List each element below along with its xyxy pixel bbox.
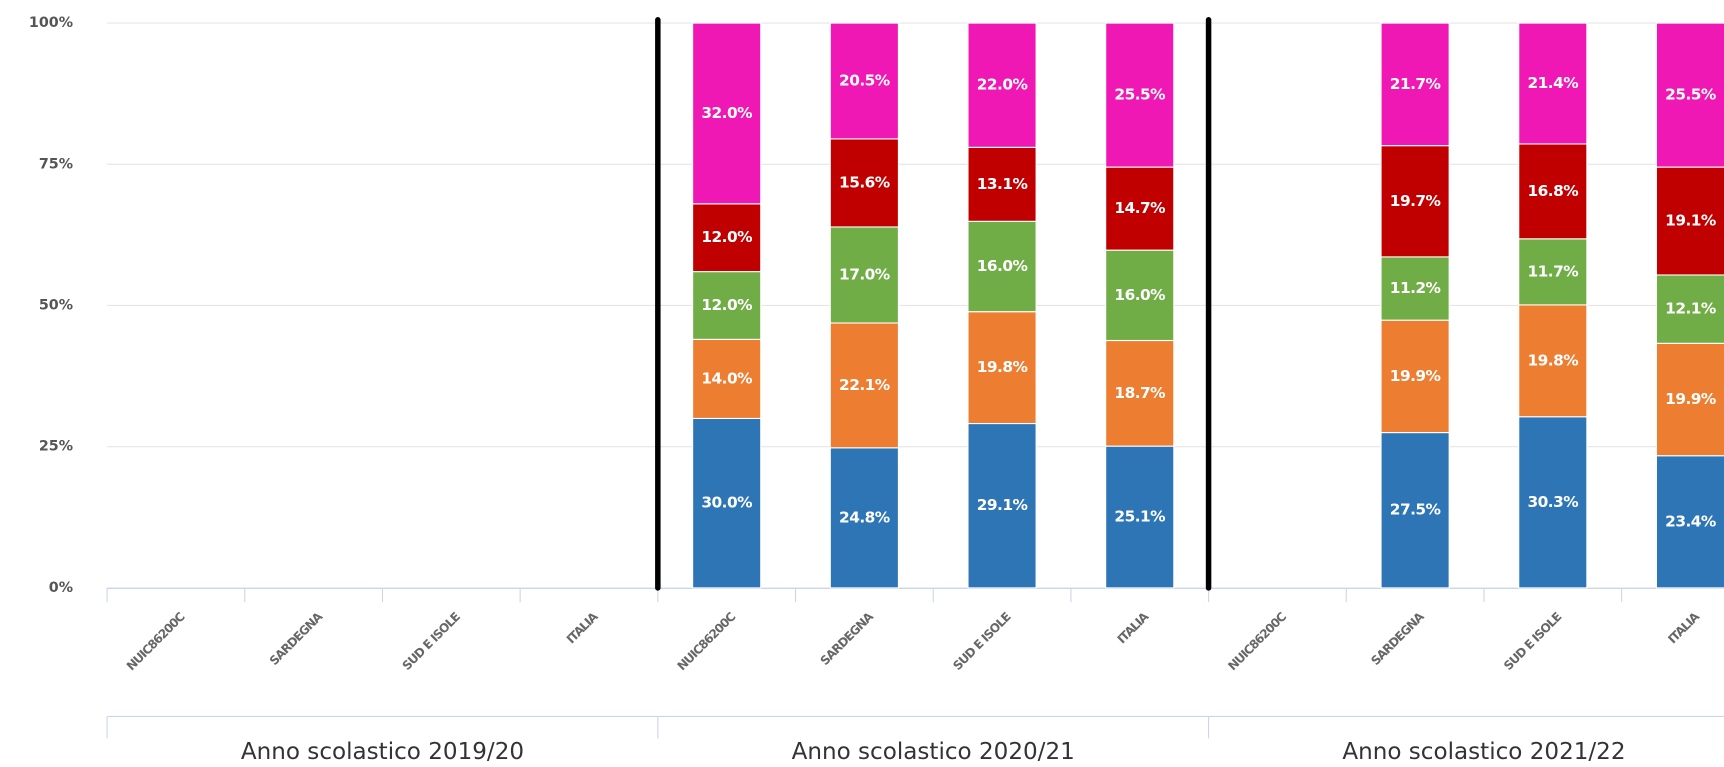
x-tick-label: NUIC86200C <box>675 609 739 673</box>
y-tick-label: 25% <box>39 439 73 455</box>
bar-segment <box>692 203 762 273</box>
value-label: 22.1% <box>839 376 890 394</box>
bar-segment <box>1380 432 1450 589</box>
value-label: 30.3% <box>1527 493 1578 511</box>
x-tick-label: NUIC86200C <box>124 609 188 673</box>
bar-segment <box>967 220 1037 313</box>
x-tick-label: SUD E ISOLE <box>950 610 1013 673</box>
bar-segment <box>967 146 1037 222</box>
bar-segment <box>1655 455 1724 589</box>
value-label: 25.1% <box>1114 508 1165 526</box>
bar-segment <box>829 322 899 449</box>
value-label: 19.9% <box>1665 390 1716 408</box>
value-label: 21.7% <box>1390 75 1441 93</box>
value-label: 19.7% <box>1390 192 1441 210</box>
bar-segment <box>692 271 762 340</box>
bar-segment <box>1105 22 1175 168</box>
bar-segment <box>829 447 899 589</box>
x-tick-label: ITALIA <box>1115 609 1152 646</box>
value-label: 12.0% <box>701 228 752 246</box>
value-label: 19.8% <box>977 358 1028 376</box>
value-label: 14.7% <box>1114 199 1165 217</box>
value-label: 21.4% <box>1527 74 1578 92</box>
x-tick-label: ITALIA <box>564 609 601 646</box>
bar-segment <box>967 22 1037 148</box>
bar-segment <box>967 311 1037 425</box>
value-label: 16.0% <box>977 257 1028 275</box>
bar-segment <box>829 22 899 140</box>
bar-segment <box>1380 319 1450 434</box>
value-label: 12.1% <box>1665 300 1716 318</box>
bar-segment <box>1518 304 1588 418</box>
bar-segment <box>1105 249 1175 342</box>
value-label: 25.5% <box>1114 86 1165 104</box>
bar-segment <box>1380 145 1450 258</box>
bar-segment <box>1105 339 1175 447</box>
bar-segment <box>1380 256 1450 321</box>
bar-segment <box>692 417 762 589</box>
bar-segment <box>1655 22 1724 168</box>
value-label: 17.0% <box>839 265 890 283</box>
group-label: Anno scolastico 2020/21 <box>792 739 1075 765</box>
value-label: 24.8% <box>839 508 890 526</box>
x-tick-label: SARDEGNA <box>267 609 326 668</box>
value-label: 30.0% <box>701 494 752 512</box>
value-label: 22.0% <box>977 76 1028 94</box>
value-label: 19.8% <box>1527 351 1578 369</box>
x-tick-label: SUD E ISOLE <box>1501 610 1564 673</box>
bar-segment <box>1518 22 1588 145</box>
bar-segment <box>692 338 762 419</box>
bar-segment <box>1518 416 1588 589</box>
value-label: 19.1% <box>1665 212 1716 230</box>
x-tick-label: SARDEGNA <box>818 609 877 668</box>
value-label: 16.8% <box>1527 182 1578 200</box>
bar-segment <box>829 138 899 228</box>
bar-segment <box>692 22 762 205</box>
bar-segment <box>1105 166 1175 251</box>
value-label: 11.2% <box>1390 279 1441 297</box>
value-label: 18.7% <box>1114 384 1165 402</box>
value-label: 19.9% <box>1390 367 1441 385</box>
x-tick-label: SARDEGNA <box>1368 609 1427 668</box>
x-tick-label: SUD E ISOLE <box>400 610 463 673</box>
value-label: 32.0% <box>701 104 752 122</box>
value-label: 25.5% <box>1665 86 1716 104</box>
bar-segment <box>1380 22 1450 147</box>
value-label: 15.6% <box>839 173 890 191</box>
value-label: 23.4% <box>1665 512 1716 530</box>
bar-segment <box>829 226 899 324</box>
group-label: Anno scolastico 2019/20 <box>241 739 524 765</box>
value-label: 11.7% <box>1527 262 1578 280</box>
value-label: 29.1% <box>977 496 1028 514</box>
y-tick-label: 100% <box>29 15 73 31</box>
x-tick-label: ITALIA <box>1665 609 1702 646</box>
value-label: 20.5% <box>839 71 890 89</box>
y-tick-label: 75% <box>39 156 73 172</box>
value-label: 27.5% <box>1390 501 1441 519</box>
value-label: 16.0% <box>1114 286 1165 304</box>
value-label: 12.0% <box>701 296 752 314</box>
group-label: Anno scolastico 2021/22 <box>1342 739 1625 765</box>
value-label: 13.1% <box>977 175 1028 193</box>
x-tick-label: NUIC86200C <box>1225 609 1289 673</box>
value-label: 14.0% <box>701 369 752 387</box>
y-tick-label: 0% <box>49 580 73 596</box>
y-tick-label: 50% <box>39 297 73 313</box>
bar-segment <box>1518 143 1588 240</box>
